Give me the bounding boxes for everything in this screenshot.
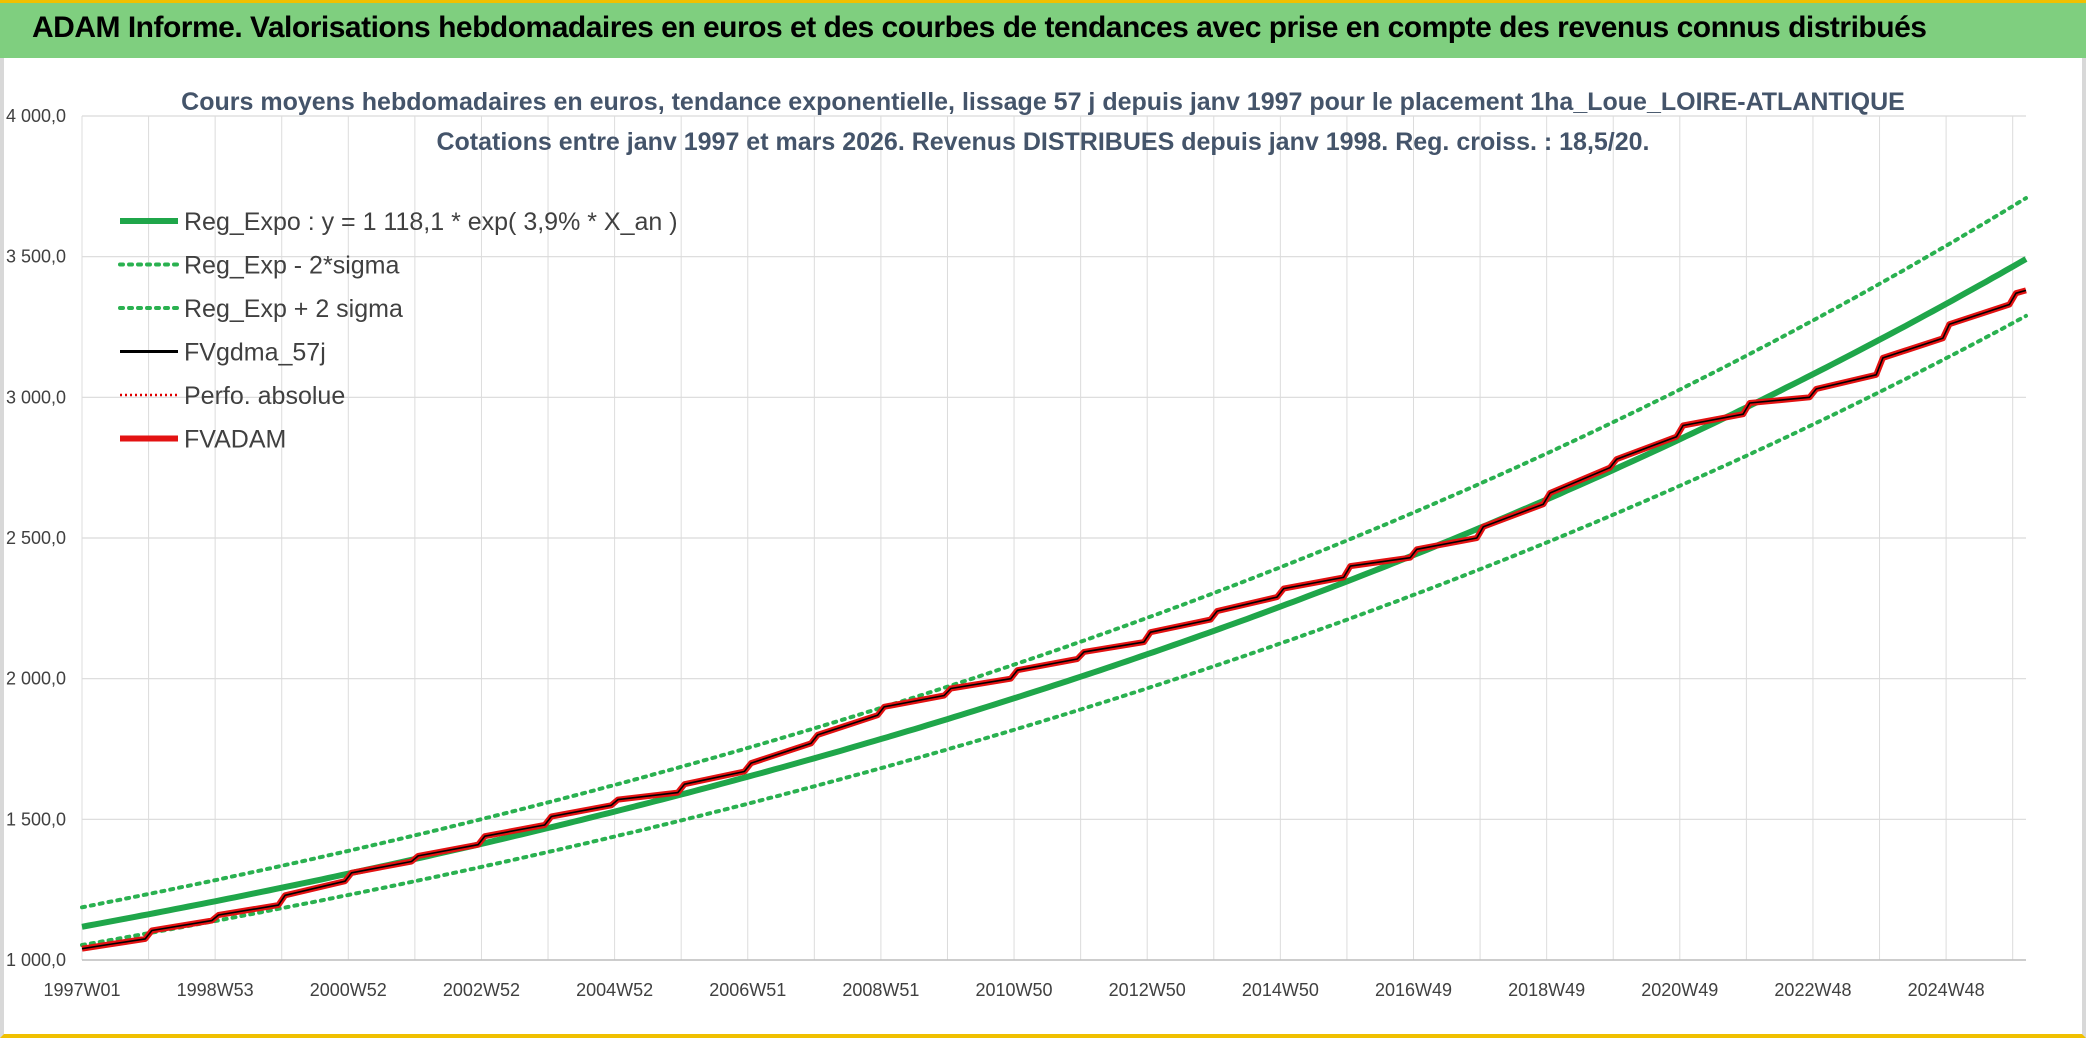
x-tick-label: 1998W53 <box>177 980 254 1000</box>
chart-title-line-2: Cotations entre janv 1997 et mars 2026. … <box>436 128 1649 156</box>
series-fvadam <box>81 287 2027 952</box>
x-tick-label: 2012W50 <box>1109 980 1186 1000</box>
legend-label: FVgdma_57j <box>184 339 326 367</box>
y-tick-label: 3 500,0 <box>6 247 66 267</box>
report-banner: ADAM Informe. Valorisations hebdomadaire… <box>0 0 2086 58</box>
legend: Reg_Expo : y = 1 118,1 * exp( 3,9% * X_a… <box>118 208 678 454</box>
legend-label: Reg_Exp - 2*sigma <box>184 252 399 280</box>
y-tick-label: 1 500,0 <box>6 809 66 829</box>
x-tick-label: 2004W52 <box>576 980 653 1000</box>
y-tick-label: 2 000,0 <box>6 669 66 689</box>
grid-layer <box>81 115 2026 961</box>
x-tick-label: 2022W48 <box>1774 980 1851 1000</box>
x-tick-label: 2010W50 <box>976 980 1053 1000</box>
x-tick-label: 2018W49 <box>1508 980 1585 1000</box>
x-tick-label: 2006W51 <box>709 980 786 1000</box>
x-tick-label: 2014W50 <box>1242 980 1319 1000</box>
series-reg-exp-minus-2sigma <box>80 313 2028 947</box>
y-axis-ticks: 1 000,0 1 500,0 2 000,0 2 500,0 3 000,0 3 500… <box>6 106 66 970</box>
chart-frame <box>0 58 2086 1038</box>
series-reg-exp-plus-2sigma <box>80 196 2028 910</box>
y-tick-label: 4 000,0 <box>6 106 66 126</box>
y-tick-label: 1 000,0 <box>6 950 66 970</box>
x-tick-label: 2024W48 <box>1908 980 1985 1000</box>
y-tick-label: 3 000,0 <box>6 387 66 407</box>
x-tick-label: 2000W52 <box>310 980 387 1000</box>
x-tick-label: 2002W52 <box>443 980 520 1000</box>
legend-label: Reg_Exp + 2 sigma <box>184 295 403 323</box>
x-tick-label: 1997W01 <box>43 980 120 1000</box>
legend-label: Reg_Expo : y = 1 118,1 * exp( 3,9% * X_a… <box>184 208 678 236</box>
series-reg-expo <box>81 256 2028 930</box>
legend-label: Perfo. absolue <box>184 382 345 410</box>
x-tick-label: 2008W51 <box>842 980 919 1000</box>
x-axis-ticks: 1997W01 1998W53 2000W52 2002W52 2004W52 2006W… <box>43 980 1984 1000</box>
x-tick-label: 2016W49 <box>1375 980 1452 1000</box>
report-title: ADAM Informe. Valorisations hebdomadaire… <box>32 11 1927 44</box>
series-layer <box>80 196 2028 952</box>
series-fvgdma-57j <box>81 289 2027 950</box>
legend-label: FVADAM <box>184 426 286 454</box>
chart-title-line-1: Cours moyens hebdomadaires en euros, ten… <box>181 88 1905 116</box>
x-tick-label: 2020W49 <box>1641 980 1718 1000</box>
y-tick-label: 2 500,0 <box>6 528 66 548</box>
